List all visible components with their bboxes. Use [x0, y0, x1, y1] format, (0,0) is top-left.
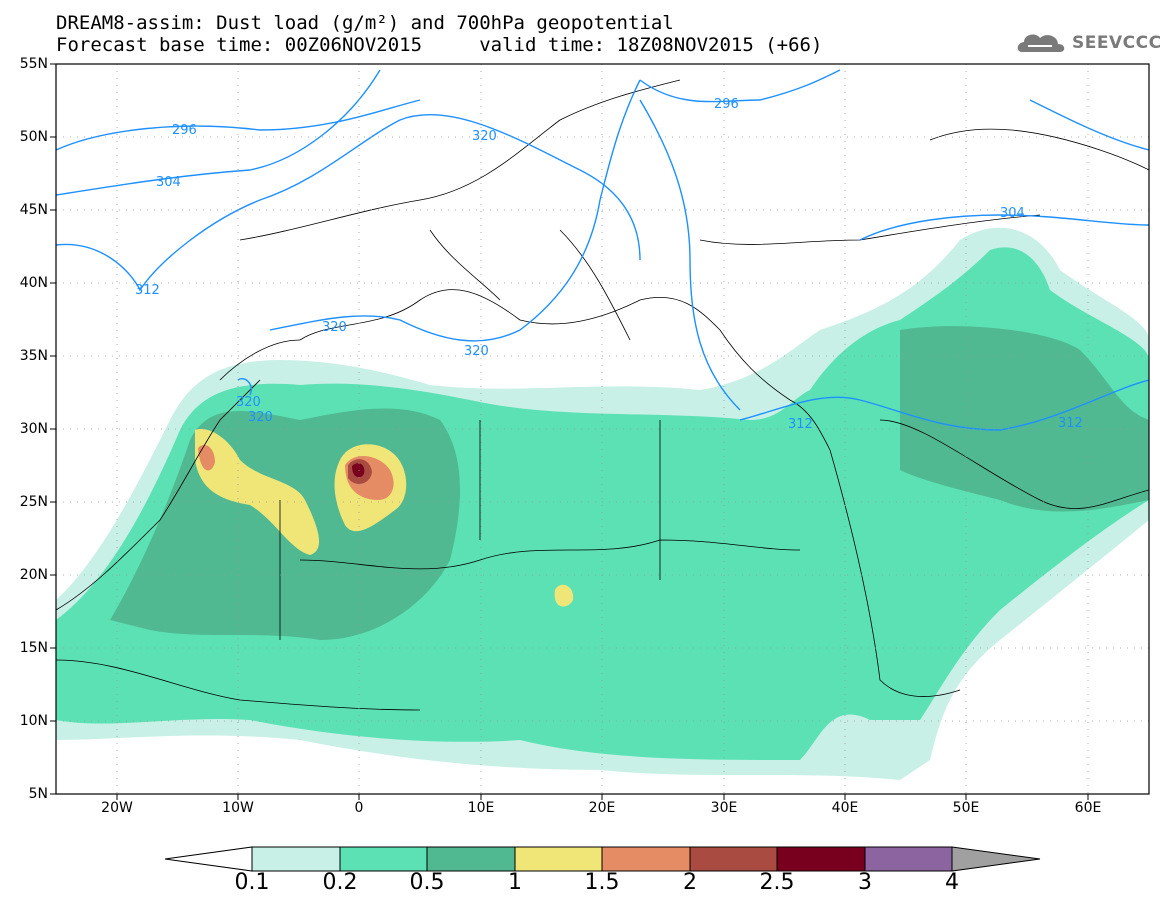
lat-label: 40N: [19, 275, 48, 291]
lat-label: 25N: [19, 494, 48, 510]
colorbar-label: 4: [945, 870, 959, 895]
lat-label: 10N: [19, 713, 48, 729]
seevccc-logo-icon: [1017, 34, 1065, 52]
colorbar-label: 1: [508, 870, 522, 895]
lon-label: 10W: [222, 800, 254, 816]
contour-label: 320: [464, 344, 489, 359]
contour-label: 320: [248, 410, 273, 425]
colorbar-label: 0.2: [322, 870, 358, 895]
lon-label: 20W: [101, 800, 133, 816]
lat-label: 55N: [19, 56, 48, 72]
lon-label: 0: [354, 800, 364, 816]
lat-label: 50N: [19, 129, 48, 145]
colorbar: [164, 846, 1041, 872]
lon-label: 40E: [831, 800, 859, 816]
colorbar-swatch: [776, 846, 866, 872]
colorbar-high-arrow: [951, 846, 1041, 872]
logo-text: SEEVCCC: [1072, 33, 1162, 53]
grid-lines: [56, 64, 1149, 794]
colorbar-label: 2: [683, 870, 697, 895]
contour-label: 312: [1058, 416, 1083, 431]
dust-layer-2-5: [352, 463, 365, 478]
dust-layer-1-5-west: [198, 444, 215, 471]
chart-title-line2: Forecast base time: 00Z06NOV2015 valid t…: [56, 34, 823, 56]
lat-label: 30N: [19, 421, 48, 437]
dust-layer-1-west: [195, 429, 320, 555]
colorbar-swatch: [689, 846, 778, 872]
map-area: 296 296 304 304 312 312 312 320 320 320 …: [56, 64, 1149, 794]
lon-label: 60E: [1074, 800, 1102, 816]
colorbar-swatch: [339, 846, 428, 872]
lat-label: 45N: [19, 202, 48, 218]
lon-label: 50E: [952, 800, 980, 816]
colorbar-label: 0.5: [409, 870, 445, 895]
lon-label: 10E: [467, 800, 495, 816]
colorbar-swatch: [426, 846, 516, 872]
contour-label: 320: [322, 320, 347, 335]
lat-label: 20N: [19, 567, 48, 583]
axis-ticks: [50, 63, 1089, 800]
colorbar-label: 1.5: [584, 870, 620, 895]
colorbar-label: 3: [858, 870, 872, 895]
contour-label: 320: [472, 129, 497, 144]
colorbar-swatch: [864, 846, 953, 872]
colorbar-label: 0.1: [234, 870, 270, 895]
colorbar-swatch: [251, 846, 341, 872]
contour-label: 296: [172, 123, 197, 138]
colorbar-swatch: [601, 846, 691, 872]
contour-label: 312: [788, 417, 813, 432]
dust-layer-0-5-east: [900, 326, 1149, 512]
lat-label: 35N: [19, 348, 48, 364]
contour-label: 304: [1000, 206, 1025, 221]
geopotential-contours: [56, 69, 1149, 431]
contour-label: 304: [156, 175, 181, 190]
contour-label: 312: [135, 283, 160, 298]
dust-layer-1-south: [554, 584, 574, 607]
lat-label: 15N: [19, 640, 48, 656]
lon-label: 20E: [588, 800, 616, 816]
colorbar-low-arrow: [164, 846, 253, 872]
lon-label: 30E: [710, 800, 738, 816]
colorbar-label: 2.5: [759, 870, 795, 895]
contour-labels: 296 296 304 304 312 312 312 320 320 320 …: [135, 97, 1083, 432]
colorbar-swatch: [514, 846, 603, 872]
lat-label: 5N: [28, 786, 48, 802]
contour-label: 296: [714, 97, 739, 112]
contour-label: 320: [236, 395, 261, 410]
chart-title-line1: DREAM8-assim: Dust load (g/m²) and 700hP…: [56, 12, 674, 34]
